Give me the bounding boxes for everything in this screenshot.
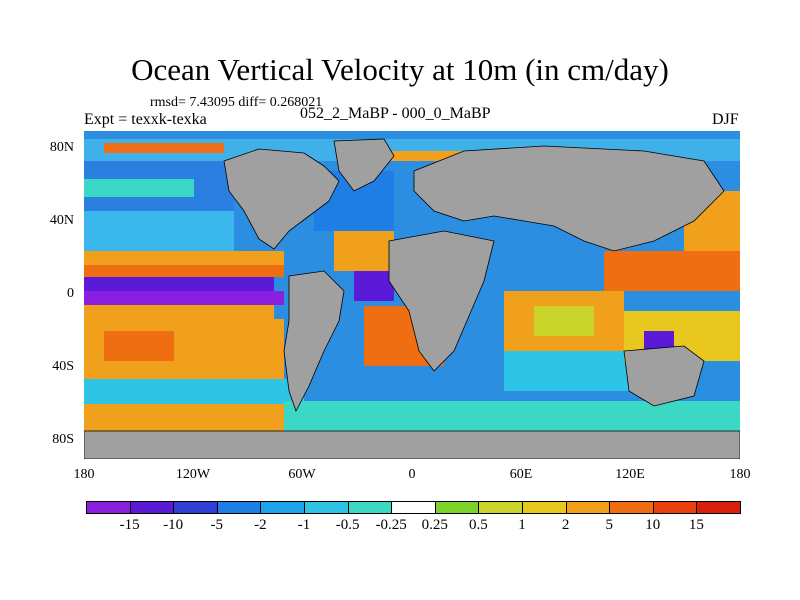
x-tick-label: 120E — [615, 467, 645, 482]
x-tick-label: 60E — [509, 467, 533, 482]
y-tick-label: 0 — [67, 286, 74, 301]
colorbar-swatch — [216, 501, 262, 514]
colorbar-swatch — [434, 501, 480, 514]
colorbar-label: -1 — [297, 517, 311, 533]
colorbar-swatch — [652, 501, 698, 514]
y-tick-label: 80S — [52, 432, 74, 447]
colorbar-label: -10 — [163, 517, 184, 533]
colorbar-label: -5 — [210, 517, 224, 533]
colorbar-swatch — [260, 501, 305, 514]
plot-title: Ocean Vertical Velocity at 10m (in cm/da… — [131, 52, 669, 87]
colorbar-label: 10 — [645, 517, 661, 533]
colorbar-label: -0.5 — [335, 517, 360, 533]
colorbar-label: 1 — [518, 517, 526, 533]
colorbar-swatch — [304, 501, 349, 514]
colorbar-label: 2 — [561, 517, 570, 533]
colorbar-label: 15 — [688, 517, 704, 533]
colorbar — [86, 501, 741, 514]
colorbar-swatch — [391, 501, 436, 514]
map-plot — [84, 131, 740, 459]
map-svg — [84, 131, 740, 459]
colorbar-swatch — [347, 501, 393, 514]
y-tick-label: 80N — [49, 140, 74, 155]
colorbar-label: 0.5 — [469, 517, 488, 533]
x-tick-label: 180 — [73, 467, 95, 482]
colorbar-label: 0.25 — [421, 517, 448, 533]
colorbar-label: -2 — [254, 517, 267, 533]
colorbar-swatch — [173, 501, 218, 514]
x-tick-label: 0 — [408, 467, 416, 482]
land-masses — [84, 138, 740, 459]
x-tick-label: 180 — [729, 467, 751, 482]
colorbar-swatch — [565, 501, 611, 514]
experiment-label: Expt = texxk-texka — [84, 111, 207, 128]
colorbar-swatch — [696, 501, 741, 514]
difference-label: 052_2_MaBP - 000_0_MaBP — [300, 105, 491, 122]
colorbar-swatch — [86, 501, 131, 514]
colorbar-swatch — [478, 501, 523, 514]
x-tick-label: 120W — [175, 467, 211, 482]
colorbar-swatch — [609, 501, 654, 514]
y-tick-label: 40S — [52, 359, 74, 374]
colorbar-swatch — [129, 501, 175, 514]
colorbar-swatch — [522, 501, 567, 514]
x-tick-label: 60W — [288, 467, 316, 482]
colorbar-label: -15 — [119, 517, 140, 533]
colorbar-label: -0.25 — [375, 517, 407, 533]
y-tick-label: 40N — [49, 213, 74, 228]
season-label: DJF — [712, 111, 739, 128]
stats-label: rmsd= 7.43095 diff= 0.268021 — [150, 95, 323, 110]
colorbar-label: 5 — [605, 517, 613, 533]
